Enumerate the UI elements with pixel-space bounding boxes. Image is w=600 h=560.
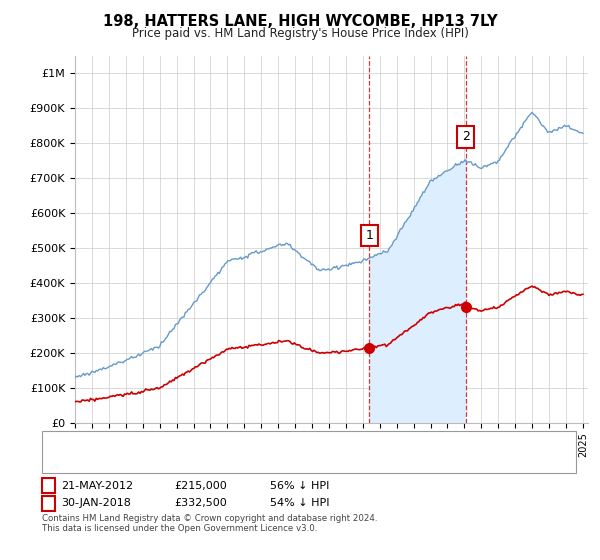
Text: 54% ↓ HPI: 54% ↓ HPI bbox=[270, 498, 329, 508]
Text: 1: 1 bbox=[365, 229, 373, 242]
Text: £332,500: £332,500 bbox=[174, 498, 227, 508]
Text: 56% ↓ HPI: 56% ↓ HPI bbox=[270, 480, 329, 491]
Text: Price paid vs. HM Land Registry's House Price Index (HPI): Price paid vs. HM Land Registry's House … bbox=[131, 27, 469, 40]
Text: HPI: Average price, detached house, Buckinghamshire: HPI: Average price, detached house, Buck… bbox=[85, 456, 368, 466]
Text: 198, HATTERS LANE, HIGH WYCOMBE, HP13 7LY: 198, HATTERS LANE, HIGH WYCOMBE, HP13 7L… bbox=[103, 14, 497, 29]
Text: 2: 2 bbox=[462, 130, 470, 143]
Text: 2: 2 bbox=[45, 498, 52, 508]
Text: 30-JAN-2018: 30-JAN-2018 bbox=[61, 498, 131, 508]
Text: Contains HM Land Registry data © Crown copyright and database right 2024.
This d: Contains HM Land Registry data © Crown c… bbox=[42, 514, 377, 534]
Text: 198, HATTERS LANE, HIGH WYCOMBE, HP13 7LY (detached house): 198, HATTERS LANE, HIGH WYCOMBE, HP13 7L… bbox=[85, 438, 429, 448]
Text: £215,000: £215,000 bbox=[174, 480, 227, 491]
Text: 21-MAY-2012: 21-MAY-2012 bbox=[61, 480, 133, 491]
Text: 1: 1 bbox=[45, 480, 52, 491]
